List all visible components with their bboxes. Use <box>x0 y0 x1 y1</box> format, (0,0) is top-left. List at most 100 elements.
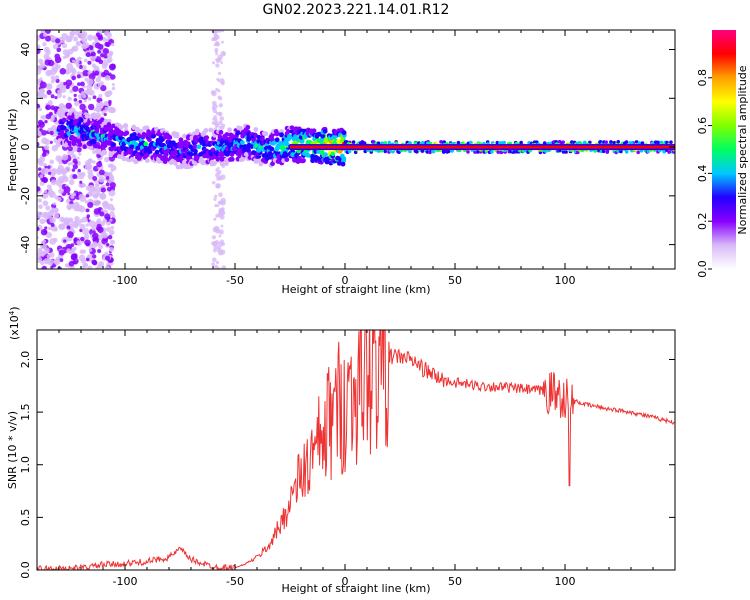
spectrogram-cell <box>97 49 101 54</box>
spectrogram-cell <box>62 176 69 183</box>
spectrogram-cell <box>58 188 64 194</box>
spectrogram-cell <box>66 225 71 230</box>
spectrogram-cell <box>43 258 50 265</box>
spectrogram-cell <box>89 244 94 249</box>
spectrogram-cell <box>214 240 220 245</box>
spectrogram-cell <box>134 126 140 132</box>
colorbar-ticks: 0.0 0.2 0.4 0.6 0.8 <box>696 69 712 278</box>
spectrogram-cell <box>59 68 67 75</box>
spectrogram-cell <box>98 169 105 176</box>
spectrogram-cell <box>441 149 446 154</box>
figure-title: GN02.2023.221.14.01.R12 <box>263 2 450 18</box>
spectrogram-cell <box>92 114 98 120</box>
spectrogram-cell <box>56 47 62 53</box>
spectrogram-cell <box>38 58 44 64</box>
snr-frame <box>36 329 676 571</box>
spectrogram-cell <box>601 149 606 154</box>
spectrogram-cell <box>50 265 54 269</box>
spectrogram-cell <box>83 42 90 49</box>
spectrogram-cell <box>40 168 48 175</box>
spectrogram-x-tick-label: 100 <box>555 274 576 287</box>
spectrogram-cell <box>71 154 77 159</box>
colorbar-tick-label: 0.2 <box>696 212 709 230</box>
spectrogram-cell <box>636 150 640 155</box>
spectrogram-cell <box>103 30 110 37</box>
spectrogram-cell <box>439 140 443 144</box>
spectrogram-cell <box>39 218 46 225</box>
spectrogram-cell <box>54 195 59 200</box>
spectrogram-cell <box>211 257 217 263</box>
spectrogram-y-tick-label: 40 <box>19 43 32 57</box>
spectrogram-cell <box>45 205 51 211</box>
spectrogram-cell <box>123 123 128 128</box>
spectrogram-cell <box>63 81 67 86</box>
spectrogram-cell <box>97 226 104 233</box>
spectrogram-cell <box>66 203 73 210</box>
spectrogram-cell <box>84 239 91 246</box>
spectrogram-cell <box>71 193 75 197</box>
spectrogram-cell <box>51 207 56 212</box>
spectrogram-cell <box>218 120 223 126</box>
spectrogram-cell <box>95 77 101 83</box>
spectrogram-cell <box>106 262 111 267</box>
spectrogram-cell <box>243 151 249 157</box>
spectrogram-cell <box>215 52 218 56</box>
spectrogram-cell <box>53 202 57 206</box>
spectrogram-cell <box>53 237 58 243</box>
spectrogram-cell <box>60 168 68 175</box>
spectrogram-cell <box>79 103 86 111</box>
spectrogram-cell <box>110 63 116 69</box>
spectrogram-cell <box>76 147 82 153</box>
spectrogram-cell <box>71 168 76 172</box>
spectrogram-cell <box>213 33 219 38</box>
spectrogram-cell <box>102 48 109 55</box>
spectrogram-cell <box>99 53 105 58</box>
spectrogram-cell <box>42 239 46 244</box>
spectrogram-cell <box>73 111 79 117</box>
spectrogram-cell <box>111 86 116 91</box>
colorbar: 0.0 0.2 0.4 0.6 0.8 Normalized spectral ampl… <box>696 30 749 278</box>
spectrogram-cell <box>289 125 295 131</box>
spectrogram-cell <box>79 223 86 230</box>
spectrogram-cell <box>66 231 74 239</box>
spectrogram-cell <box>82 144 88 150</box>
spectrogram-cell <box>52 114 56 118</box>
spectrogram-cell <box>519 140 523 145</box>
spectrogram-cell <box>70 114 76 120</box>
spectrogram-cell <box>215 87 219 92</box>
spectrogram-cell <box>41 152 47 157</box>
spectrogram-cell <box>43 211 48 216</box>
spectrogram-cell <box>213 197 217 201</box>
spectrogram-cell <box>383 149 388 154</box>
spectrogram-cell <box>107 163 112 168</box>
spectrogram-cell <box>218 103 223 108</box>
spectrogram-cell <box>605 150 610 154</box>
spectrogram-cell <box>109 239 116 245</box>
spectrogram-cell <box>656 140 660 145</box>
spectrogram-cell <box>70 253 78 261</box>
spectrogram-cell <box>192 144 198 150</box>
spectrogram-cell <box>90 51 96 57</box>
spectrogram-cell <box>76 240 81 245</box>
spectrogram-cell <box>408 149 412 154</box>
spectrogram-cell <box>101 71 107 78</box>
spectrogram-cell <box>108 127 114 133</box>
spectrogram-cell <box>37 186 41 192</box>
spectrogram-cell <box>49 159 55 165</box>
spectrogram-cell <box>204 135 210 141</box>
spectrogram-cell <box>193 148 198 154</box>
spectrogram-cell <box>87 34 94 41</box>
spectrogram-cell <box>87 265 93 269</box>
spectrogram-cell <box>67 162 72 166</box>
spectrogram-cell <box>220 210 226 216</box>
spectrogram-cell <box>94 183 100 188</box>
spectrogram-cell <box>669 140 673 145</box>
spectrogram-cell <box>220 224 224 228</box>
spectrogram-x-tick-label: -50 <box>226 274 244 287</box>
spectrogram-cell <box>67 96 72 102</box>
spectrogram-cell <box>67 217 74 224</box>
spectrogram-cell <box>70 243 75 247</box>
spectrogram-cell <box>87 96 92 101</box>
spectrogram-cell <box>165 148 171 154</box>
spectrogram-cell <box>75 138 81 144</box>
